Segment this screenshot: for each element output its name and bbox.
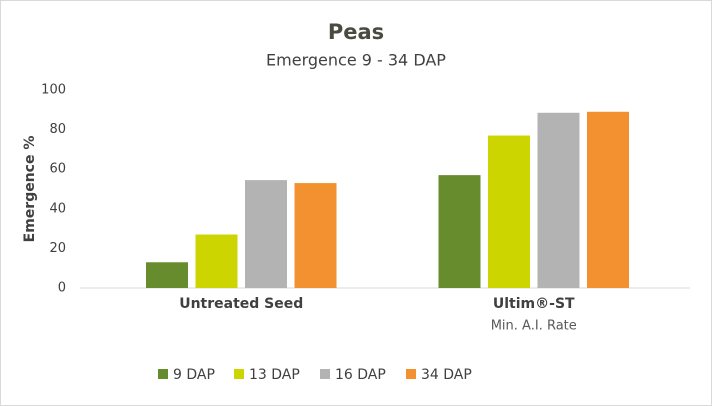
y-tick-label: 40 [49,201,66,216]
legend-swatch [320,369,330,379]
y-axis-label: Emergence % [22,136,38,243]
y-tick-label: 80 [49,122,66,137]
bar [245,180,287,288]
legend-swatch [406,369,416,379]
x-tick-label: Untreated Seed [179,296,303,312]
legend-label: 16 DAP [335,367,386,383]
bar [195,234,238,288]
chart-subtitle: Emergence 9 - 34 DAP [266,51,446,70]
bar [488,135,530,288]
bar [146,262,188,288]
chart-title: Peas [328,20,384,44]
legend-label: 13 DAP [249,367,300,383]
y-tick-label: 100 [41,83,66,98]
y-tick-label: 0 [58,281,66,296]
legend-label: 9 DAP [173,367,215,383]
x-tick-label: Ultim®-ST [493,296,575,312]
legend-label: 34 DAP [421,367,472,383]
y-tick-label: 20 [49,241,66,256]
bar [587,111,629,288]
legend-swatch [158,369,168,379]
bar [438,175,481,288]
legend-swatch [234,369,244,379]
x-tick-sublabel: Min. A.I. Rate [491,319,577,334]
bar [294,183,337,288]
y-tick-label: 60 [49,162,66,177]
bar [537,112,580,289]
